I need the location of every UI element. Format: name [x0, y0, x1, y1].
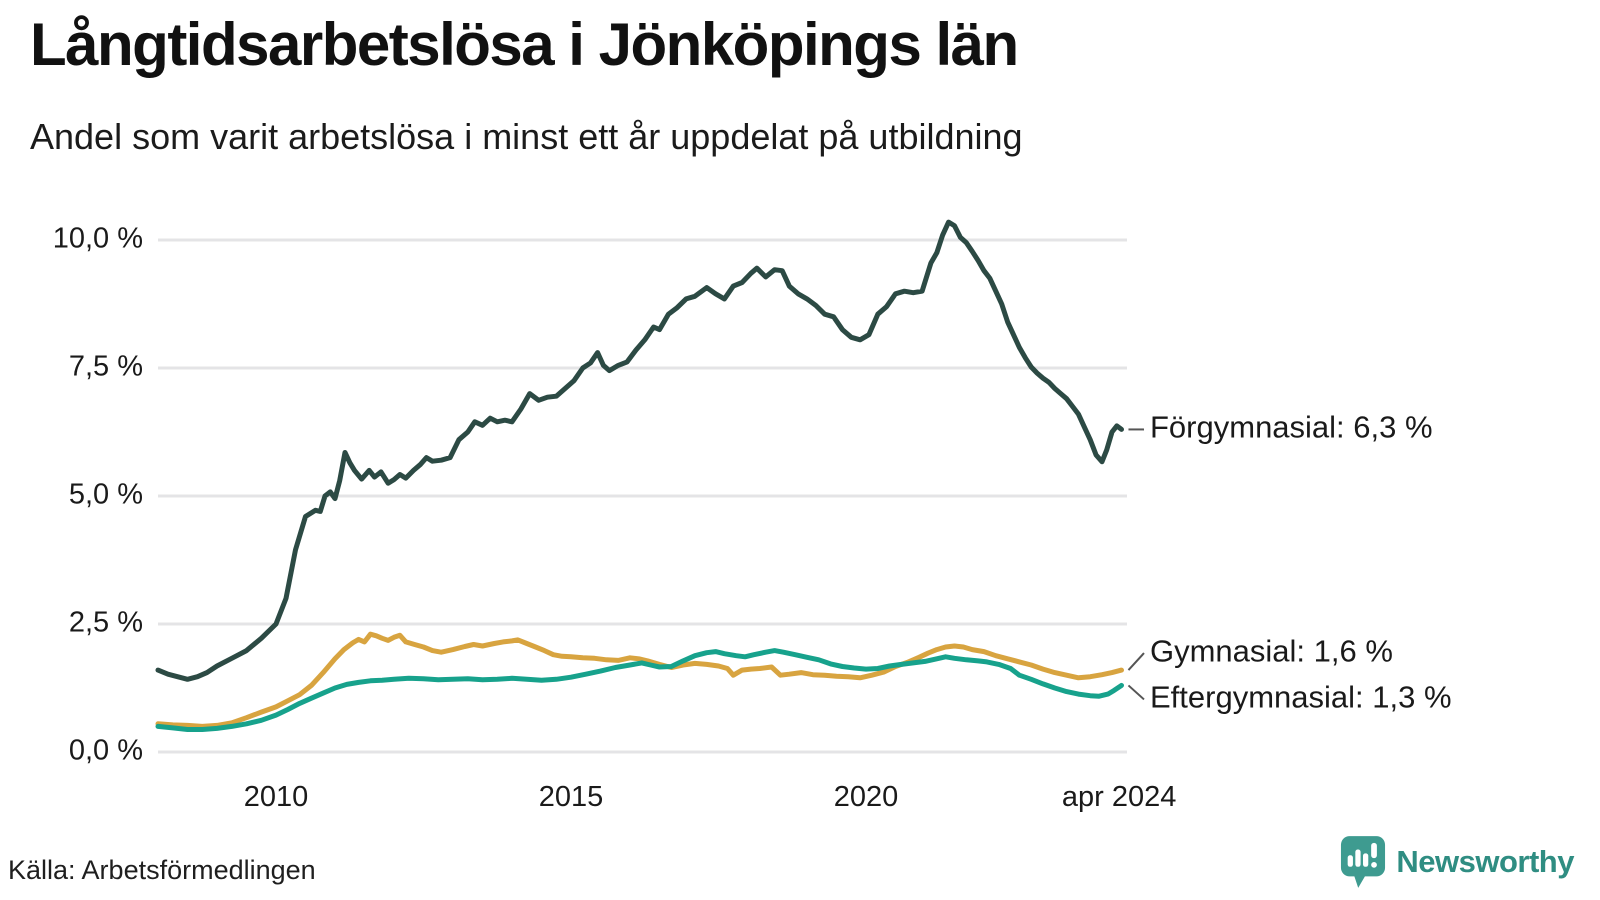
- end-label-eftergymnasial: Eftergymnasial: 1,3 %: [1150, 680, 1452, 715]
- newsworthy-logo[interactable]: Newsworthy: [1340, 834, 1574, 890]
- y-tick-label: 0,0 %: [69, 735, 143, 767]
- series-line-gymnasial: [155, 631, 1124, 729]
- x-axis-tick-labels: 2010 2015 2020 apr 2024: [244, 781, 1177, 813]
- end-label-förgymnasial: Förgymnasial: 6,3 %: [1150, 410, 1433, 445]
- y-tick-label: 5,0 %: [69, 479, 143, 511]
- end-label-connector: [1127, 684, 1145, 701]
- page-subtitle: Andel som varit arbetslösa i minst ett å…: [30, 116, 1023, 157]
- newsworthy-wordmark: Newsworthy: [1396, 844, 1574, 879]
- series-line-förgymnasial: [155, 219, 1124, 682]
- series-lines: [155, 219, 1124, 732]
- y-axis-tick-labels: 0,0 % 2,5 % 5,0 % 7,5 % 10,0 %: [53, 223, 143, 767]
- y-tick-label: 7,5 %: [69, 351, 143, 383]
- gridlines: [158, 238, 1127, 754]
- newsworthy-speech-bubble-icon: [1341, 836, 1386, 888]
- x-tick-label: 2015: [539, 781, 604, 813]
- end-label-connector: [1127, 652, 1145, 671]
- series-line-eftergymnasial: [155, 648, 1124, 732]
- series-end-labels: Förgymnasial: 6,3 % Gymnasial: 1,6 % Efter…: [1127, 410, 1452, 715]
- page-title: Långtidsarbetslösa i Jönköpings län: [30, 11, 1019, 78]
- source-note: Källa: Arbetsförmedlingen: [8, 855, 316, 885]
- end-label-gymnasial: Gymnasial: 1,6 %: [1150, 633, 1393, 668]
- x-tick-label: 2010: [244, 781, 309, 813]
- x-tick-label: 2020: [834, 781, 899, 813]
- y-tick-label: 2,5 %: [69, 607, 143, 639]
- x-tick-label: apr 2024: [1062, 781, 1177, 813]
- y-tick-label: 10,0 %: [53, 223, 143, 255]
